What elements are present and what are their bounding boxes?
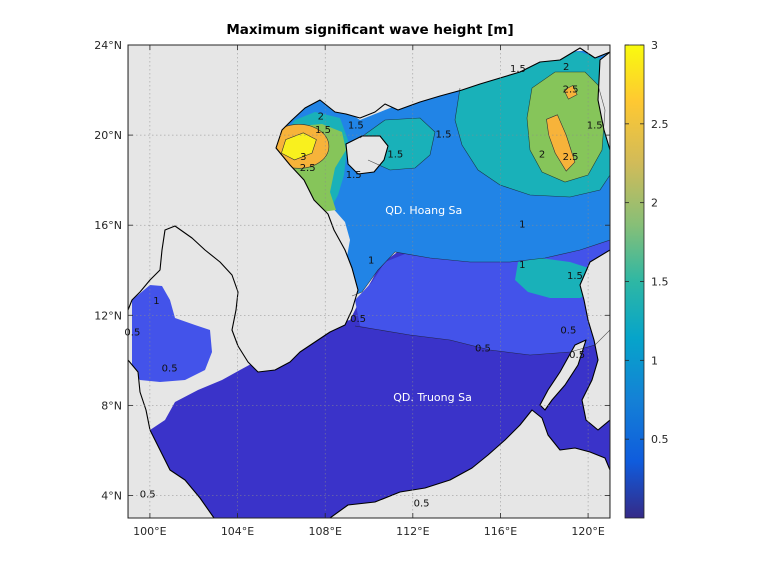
- contour-line-1.5: [454, 87, 610, 198]
- land-taiwan-island: [597, 51, 610, 151]
- land-palawan: [539, 339, 587, 411]
- peak-region-0: [281, 132, 317, 161]
- contour-label-17: 1.5: [567, 271, 583, 282]
- land-philippines: [579, 249, 610, 431]
- contour-label-8: 1.5: [510, 64, 526, 75]
- colorbar-ticks: 0.5 1 1.5 2 2.5 3: [625, 39, 669, 446]
- x-tick-label-1: 104°E: [221, 525, 254, 538]
- place-annotations: QD. Hoang Sa QD. Truong Sa: [385, 204, 472, 404]
- contour-label-12: 2.5: [563, 152, 579, 163]
- contour-line-1.5-hainan: [359, 117, 436, 171]
- contour-label-24: 0.5: [569, 350, 585, 361]
- place-label-1: QD. Truong Sa: [393, 391, 472, 404]
- place-label-0: QD. Hoang Sa: [385, 204, 462, 217]
- contour-label-22: 0.5: [475, 343, 491, 354]
- colorbar-tick-label-1: 1: [651, 354, 658, 367]
- contour-label-25: 0.5: [140, 490, 156, 501]
- peak-region-2: [546, 114, 576, 172]
- colorbar-tick-label-2: 1.5: [651, 276, 669, 289]
- wave-band-2-2.5: [527, 72, 605, 182]
- contour-line-0.5: [354, 325, 610, 356]
- coastlines: [128, 45, 610, 518]
- wave-band-1.5-2-east: [515, 258, 600, 298]
- contour-label-5: 1.5: [346, 170, 362, 181]
- contour-label-10: 2.5: [563, 84, 579, 95]
- contour-line-2: [526, 71, 606, 183]
- colorbar-tick-label-5: 3: [651, 39, 658, 52]
- contour-label-21: 0.5: [162, 364, 178, 375]
- y-tick-label-5: 24°N: [94, 39, 122, 52]
- y-tick-label-2: 12°N: [94, 309, 122, 322]
- x-tick-label-5: 120°E: [571, 525, 604, 538]
- wave-band-0.5-1-gulf: [132, 285, 212, 382]
- contour-label-23: 0.5: [560, 325, 576, 336]
- x-tick-label-2: 108°E: [308, 525, 341, 538]
- y-axis: 4°N 8°N 12°N 16°N 20°N 24°N: [94, 39, 610, 502]
- contour-labels: 32.521.5 1.51.51.51.51.5 22.52 2.51.511 11.5…: [124, 62, 602, 510]
- contour-label-18: 1: [153, 296, 159, 307]
- colorbar-tick-label-0: 0.5: [651, 433, 669, 446]
- contour-label-19: 0.5: [350, 314, 366, 325]
- y-tick-label-0: 4°N: [101, 489, 122, 502]
- x-tick-label-3: 112°E: [396, 525, 429, 538]
- colorbar-tick-label-4: 2.5: [651, 118, 669, 131]
- contour-line-1: [351, 239, 610, 297]
- contour-label-2: 2: [318, 111, 324, 122]
- contour-label-4: 1.5: [348, 120, 364, 131]
- y-tick-label-4: 20°N: [94, 129, 122, 142]
- contour-label-14: 1: [519, 219, 525, 230]
- contour-label-3: 1.5: [315, 125, 331, 136]
- contour-label-13: 1.5: [587, 120, 603, 131]
- contour-label-6: 1.5: [387, 150, 403, 161]
- contour-label-16: 1: [519, 260, 525, 271]
- contour-label-20: 0.5: [124, 328, 140, 339]
- contour-label-9: 2: [563, 62, 569, 73]
- x-tick-label-0: 100°E: [133, 525, 166, 538]
- land-borneo: [329, 409, 610, 518]
- colorbar: 0.5 1 1.5 2 2.5 3: [624, 39, 669, 519]
- y-tick-label-1: 8°N: [101, 399, 122, 412]
- contour-label-15: 1: [368, 255, 374, 266]
- y-tick-label-3: 16°N: [94, 219, 122, 232]
- contour-label-0: 3: [300, 152, 306, 163]
- x-tick-label-4: 116°E: [484, 525, 517, 538]
- contour-lines: [351, 71, 610, 356]
- x-axis: 100°E 104°E 108°E 112°E 116°E 120°E: [133, 45, 605, 538]
- land-mainland-asia: [128, 45, 610, 373]
- contour-label-26: 0.5: [414, 499, 430, 510]
- map-frame: [127, 44, 611, 519]
- contour-label-7: 1.5: [436, 129, 452, 140]
- peak-region-1: [563, 85, 578, 100]
- contour-label-11: 2: [539, 150, 545, 161]
- contour-label-1: 2.5: [300, 163, 316, 174]
- colorbar-tick-label-3: 2: [651, 197, 658, 210]
- land-malay-peninsula: [128, 359, 215, 518]
- chart-title: Maximum significant wave height [m]: [226, 22, 513, 38]
